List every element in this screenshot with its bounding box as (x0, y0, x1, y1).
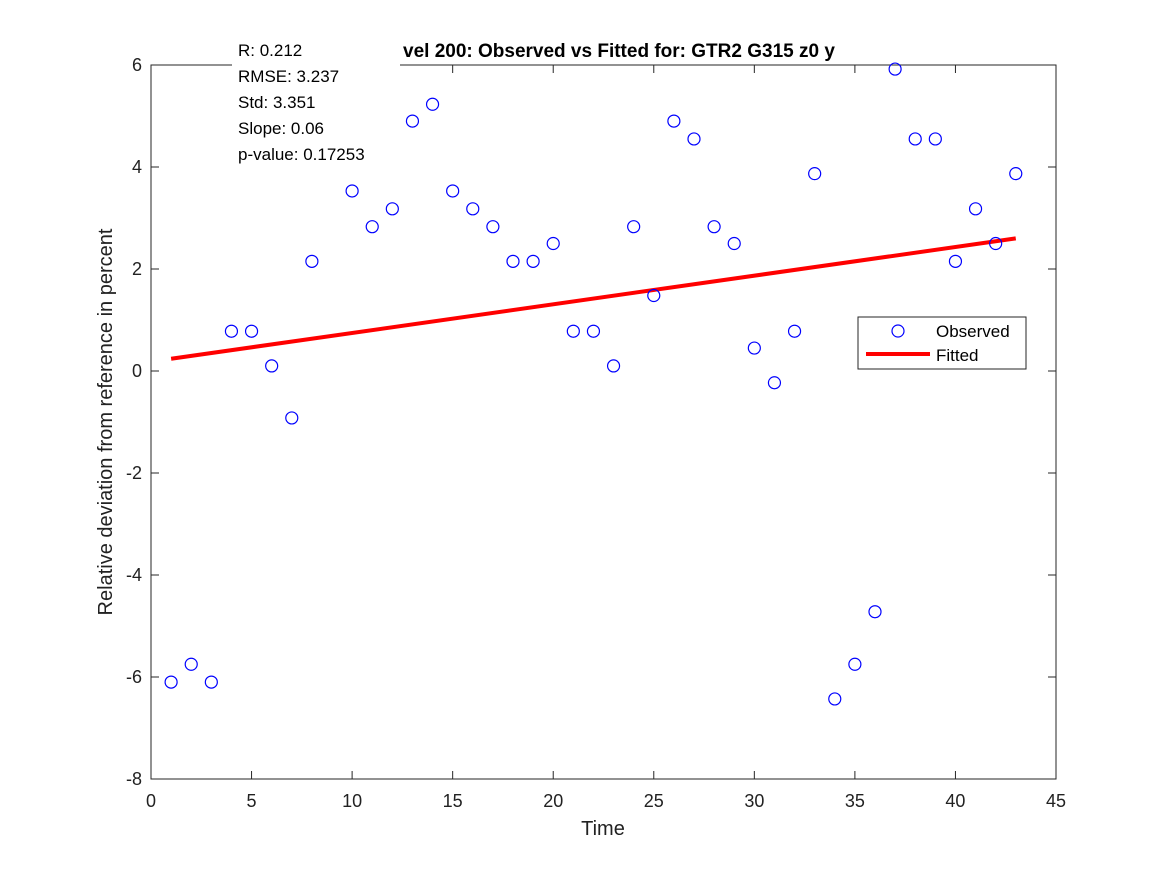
observed-point (526, 254, 540, 268)
fitted-line (170, 236, 1017, 361)
stats-line: p-value: 0.17253 (238, 145, 365, 164)
observed-point (446, 184, 460, 198)
x-tick-label: 15 (443, 791, 463, 811)
observed-point (405, 114, 420, 128)
observed-point (888, 62, 902, 76)
observed-point (1009, 167, 1023, 181)
observed-point (184, 657, 198, 671)
axis-tick-labels: 0 5 10 15 20 25 30 35 40 45 -8 -6 -4 -2 0 2 4 6 (126, 55, 1066, 811)
legend-label-fitted: Fitted (936, 346, 979, 365)
observed-point (787, 324, 802, 338)
observed-point (466, 202, 480, 216)
x-tick-label: 5 (247, 791, 257, 811)
stats-line: R: 0.212 (238, 41, 302, 60)
y-axis-label: Relative deviation from reference in per… (95, 228, 117, 615)
observed-point (204, 675, 218, 689)
observed-point (566, 324, 580, 338)
observed-point (164, 675, 178, 689)
observed-point (848, 657, 862, 671)
observed-points (164, 62, 1023, 706)
observed-point (627, 220, 641, 234)
legend: Observed Fitted (857, 316, 1027, 370)
observed-point (828, 692, 842, 706)
observed-point (345, 184, 359, 198)
chart-title: vel 200: Observed vs Fitted for: GTR2 G3… (403, 41, 835, 62)
x-tick-label: 25 (644, 791, 664, 811)
y-tick-label: -8 (126, 769, 142, 789)
y-tick-label: -2 (126, 463, 142, 483)
observed-point (647, 288, 661, 303)
stats-line: RMSE: 3.237 (238, 67, 339, 86)
legend-label-observed: Observed (936, 322, 1010, 341)
observed-point (546, 236, 560, 251)
observed-point (727, 236, 741, 251)
observed-point (908, 132, 922, 146)
stats-annotation: R: 0.212 RMSE: 3.237 Std: 3.351 Slope: 0.06… (238, 41, 365, 164)
observed-point (425, 97, 440, 111)
observed-point (385, 202, 399, 216)
observed-point (767, 376, 782, 390)
x-tick-label: 35 (845, 791, 865, 811)
y-tick-label: 6 (132, 55, 142, 75)
observed-point (486, 220, 500, 234)
stats-line: Slope: 0.06 (238, 119, 324, 138)
y-tick-label: 2 (132, 259, 142, 279)
observed-point (265, 359, 279, 373)
observed-point (928, 132, 942, 146)
y-tick-label: -4 (126, 565, 142, 585)
x-tick-label: 30 (744, 791, 764, 811)
y-tick-label: 4 (132, 157, 142, 177)
observed-point (606, 359, 621, 373)
observed-point (968, 202, 983, 216)
observed-point (989, 236, 1003, 251)
observed-point (506, 254, 520, 268)
legend-box (857, 316, 1027, 370)
x-tick-label: 45 (1046, 791, 1066, 811)
stats-box (232, 40, 400, 164)
stats-line: Std: 3.351 (238, 93, 316, 112)
y-tick-label: 0 (132, 361, 142, 381)
x-axis-label: Time (581, 818, 625, 840)
observed-point (667, 114, 681, 128)
observed-point (948, 254, 963, 268)
observed-point (868, 605, 882, 619)
plot-area (150, 64, 1057, 780)
x-tick-label: 20 (543, 791, 563, 811)
y-tick-label: -6 (126, 667, 142, 687)
observed-point (747, 341, 761, 355)
observed-point (365, 220, 379, 234)
x-tick-label: 0 (146, 791, 156, 811)
observed-point (224, 324, 239, 338)
observed-point (586, 324, 601, 338)
observed-point (687, 132, 701, 146)
observed-point (285, 411, 299, 425)
x-tick-label: 10 (342, 791, 362, 811)
observed-point (305, 254, 319, 268)
observed-point (707, 220, 721, 234)
axis-ticks (150, 64, 1057, 780)
legend-marker-observed (891, 324, 905, 338)
observed-point (244, 324, 259, 338)
x-tick-label: 40 (945, 791, 965, 811)
observed-point (808, 167, 822, 181)
